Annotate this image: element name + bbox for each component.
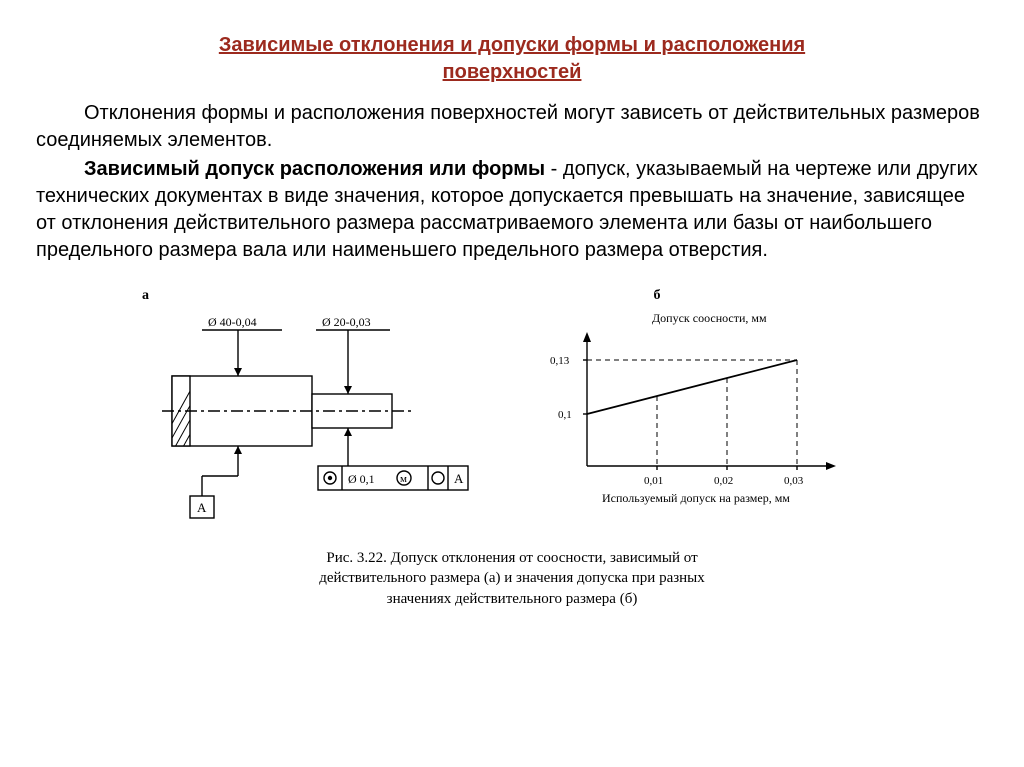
- paragraph-2: Зависимый допуск расположения или формы …: [36, 156, 988, 264]
- chart-b: Допуск соосности, мм 0,13 0,1 0,01: [532, 306, 862, 526]
- label-a: а: [142, 288, 262, 304]
- caption-l3: значениях действительного размера (б): [387, 591, 638, 607]
- xtick-1: 0,02: [714, 475, 733, 487]
- dim1-text: Ø 40-0,04: [208, 315, 257, 329]
- ytick-1: 0,1: [558, 409, 572, 421]
- dim2-text: Ø 20-0,03: [322, 315, 371, 329]
- title-line-2: поверхностей: [443, 61, 582, 83]
- page-title: Зависимые отклонения и допуски формы и р…: [36, 32, 988, 86]
- datum-letter: А: [197, 500, 207, 515]
- chart-title: Допуск соосности, мм: [652, 311, 767, 325]
- title-line-1: Зависимые отклонения и допуски формы и р…: [219, 34, 805, 56]
- feature-control-frame: Ø 0,1 м А: [318, 466, 468, 490]
- caption-l1: Рис. 3.22. Допуск отклонения от соосност…: [326, 550, 697, 566]
- xtick-2: 0,03: [784, 475, 804, 487]
- caption-l2: действительного размера (а) и значения д…: [319, 570, 705, 586]
- engineering-drawing-a: Ø 40-0,04 Ø 20-0,03: [142, 306, 502, 526]
- fcf-datum: А: [454, 471, 464, 486]
- subfigure-labels: а б: [142, 288, 882, 304]
- figure-caption: Рис. 3.22. Допуск отклонения от соосност…: [142, 548, 882, 609]
- para2-bold: Зависимый допуск расположения или формы: [84, 158, 545, 180]
- fcf-value: Ø 0,1: [348, 472, 375, 486]
- fcf-mod: м: [400, 473, 407, 485]
- paragraph-1: Отклонения формы и расположения поверхно…: [36, 100, 988, 154]
- ytick-0: 0,13: [550, 355, 570, 367]
- figure-area: а б Ø 40-0,04 Ø 20-0,03: [36, 282, 988, 621]
- xtick-0: 0,01: [644, 475, 663, 487]
- para1-text: Отклонения формы и расположения поверхно…: [36, 102, 980, 151]
- x-axis-label: Используемый допуск на размер, мм: [602, 491, 790, 505]
- label-b: б: [432, 288, 882, 304]
